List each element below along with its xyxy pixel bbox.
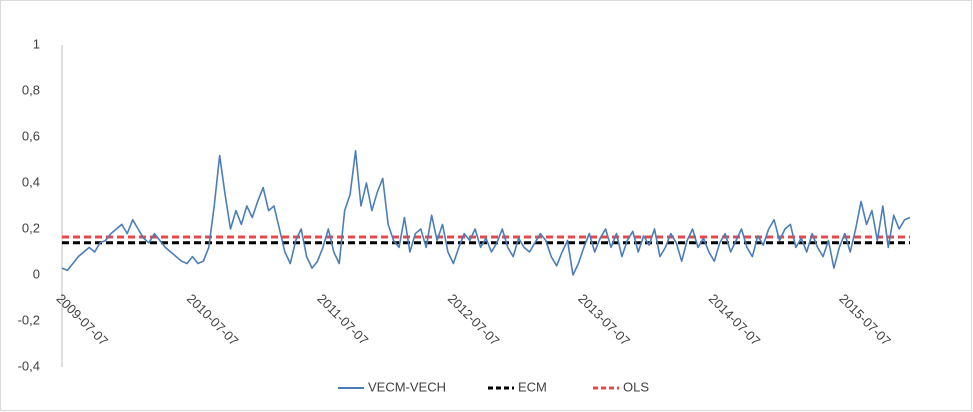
y-tick-label: 0,6: [22, 128, 40, 143]
legend-label: OLS: [623, 379, 649, 394]
y-tick-label: -0,2: [18, 312, 40, 327]
y-tick-label: 0: [33, 266, 40, 281]
y-tick-label: 0,4: [22, 174, 40, 189]
y-tick-label: -0,4: [18, 358, 40, 373]
legend-label: VECM-VECH: [368, 379, 446, 394]
y-tick-label: 1: [33, 36, 40, 51]
y-tick-label: 0,8: [22, 82, 40, 97]
series-line: [61, 150, 911, 276]
y-tick-label: 0,2: [22, 220, 40, 235]
legend-label: ECM: [518, 379, 547, 394]
